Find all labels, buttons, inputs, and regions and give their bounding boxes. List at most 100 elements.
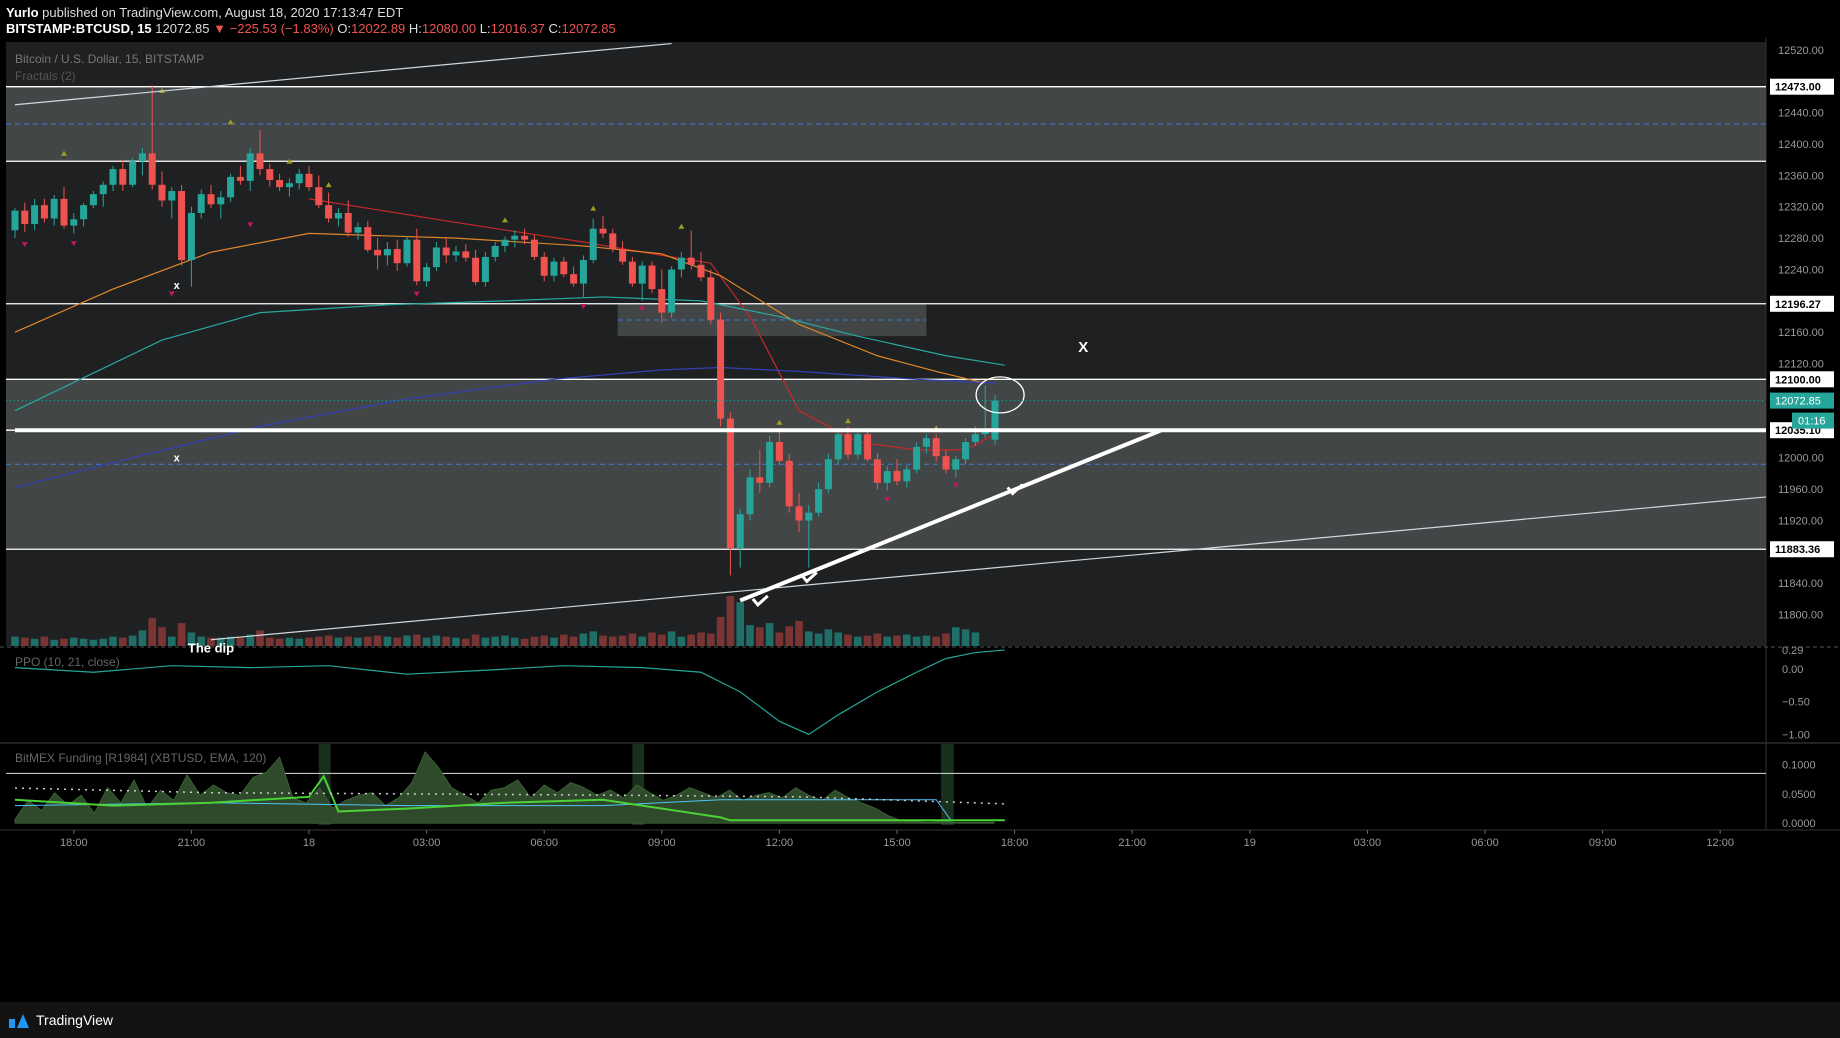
volume-bar: [687, 634, 695, 646]
candle-body: [599, 228, 607, 234]
funding-dotted-line: [14, 787, 1005, 805]
candle-body: [550, 261, 558, 276]
volume-bar: [344, 636, 352, 646]
volume-bar: [128, 635, 137, 646]
candle-body: [619, 249, 627, 262]
volume-bar: [893, 635, 901, 646]
volume-bar: [217, 637, 225, 646]
volume-bar: [854, 636, 862, 646]
volume-bar: [609, 636, 617, 646]
candle-body: [246, 153, 254, 181]
volume-bar: [403, 635, 411, 646]
candle-body: [227, 176, 235, 198]
candle-body: [658, 289, 666, 313]
volume-bar: [30, 638, 39, 646]
candle-body: [815, 489, 823, 513]
change-text: −225.53 (−1.83%): [229, 21, 334, 36]
candle-body: [472, 257, 480, 283]
author-name[interactable]: Yurlo: [6, 5, 39, 20]
y-tick-label: 11800.00: [1778, 610, 1823, 622]
candle-body: [903, 469, 911, 482]
candle-body: [893, 471, 901, 482]
fractal-up-marker: [61, 150, 67, 156]
volume-bar: [207, 637, 215, 646]
fractal-down-marker: [952, 482, 959, 488]
chart-header: Yurlo published on TradingView.com, Augu…: [0, 0, 1840, 38]
volume-bar: [560, 634, 568, 646]
publish-line: Yurlo published on TradingView.com, Augu…: [6, 5, 403, 20]
y-tick-label: 12280.00: [1778, 233, 1824, 245]
candle-body: [873, 459, 881, 483]
volume-bar: [971, 632, 980, 646]
candle-body: [883, 471, 891, 483]
open-label: O:: [337, 21, 352, 36]
candle-body: [119, 169, 127, 185]
volume-bar: [79, 638, 88, 646]
volume-bar: [677, 636, 686, 646]
volume-bar: [315, 636, 323, 646]
candle-body: [570, 274, 578, 284]
price-label-box: [1770, 295, 1834, 312]
candle-body: [158, 184, 166, 201]
price-label-box: [1770, 78, 1834, 95]
volume-bar: [109, 636, 117, 646]
price-chart[interactable]: x x X Bitcoin / U.S. Dollar, 15, BITSTAMP Fr…: [0, 38, 1840, 998]
check-annotation: [751, 594, 769, 608]
candle-body: [70, 219, 78, 226]
fractal-down-marker: [413, 291, 420, 297]
volume-bar: [11, 636, 19, 646]
candle-body: [217, 197, 225, 205]
zone-1: [6, 379, 1766, 550]
volume-bar: [716, 616, 725, 646]
volume-bar: [873, 633, 882, 646]
candle-body: [315, 187, 323, 206]
y-tick-label: 11920.00: [1778, 515, 1823, 527]
price-label-box: [1770, 371, 1834, 388]
candle-body: [991, 400, 999, 440]
circle-annotation: [975, 376, 1025, 414]
y-tick-label: 12400.00: [1778, 139, 1824, 151]
volume-bar: [334, 637, 343, 646]
volume-bar: [324, 635, 333, 646]
tradingview-logo-icon[interactable]: [8, 1011, 32, 1029]
y-tick-label: 12160.00: [1778, 327, 1824, 339]
ohlc-line: BITSTAMP:BTCUSD, 15 12072.85 ▼ −225.53 (…: [6, 21, 616, 36]
x-annotation: x: [174, 453, 181, 465]
volume-bar: [168, 636, 176, 646]
volume-bar: [364, 636, 372, 646]
volume-bar: [520, 638, 529, 646]
close-label: C:: [548, 21, 562, 36]
volume-bar: [354, 637, 362, 646]
volume-bar: [70, 637, 78, 646]
candle-body: [805, 512, 813, 521]
chart-title: Bitcoin / U.S. Dollar, 15, BITSTAMP: [15, 52, 204, 66]
volume-bar: [275, 638, 284, 646]
candle-body: [766, 442, 774, 483]
price-label: 12100.00: [1775, 374, 1821, 386]
x-tick-label: 06:00: [1471, 837, 1499, 849]
volume-bar: [373, 635, 382, 646]
candle-body: [775, 442, 783, 461]
volume-bar: [658, 634, 666, 646]
fractal-down-marker: [884, 496, 891, 502]
y-tick-label: 12120.00: [1778, 359, 1824, 371]
candle-body: [932, 438, 940, 457]
volume-bar: [942, 633, 950, 646]
candle-body: [393, 249, 401, 264]
volume-bar: [952, 627, 960, 646]
ppo-pane-background: [6, 648, 1766, 741]
volume-bar: [236, 637, 245, 646]
candle-body: [942, 456, 950, 470]
volume-bar: [481, 637, 490, 646]
candle-body: [648, 265, 656, 290]
fractal-down-marker: [580, 303, 587, 309]
ppo-line: [14, 649, 1005, 736]
tradingview-brand[interactable]: TradingView: [36, 1012, 114, 1028]
candle-body: [589, 228, 597, 261]
volume-bar: [667, 631, 676, 646]
candle-body: [354, 227, 362, 233]
fractal-down-marker: [639, 306, 646, 312]
volume-bar: [736, 602, 744, 646]
candle-body: [687, 257, 695, 265]
candle-body: [628, 261, 636, 284]
